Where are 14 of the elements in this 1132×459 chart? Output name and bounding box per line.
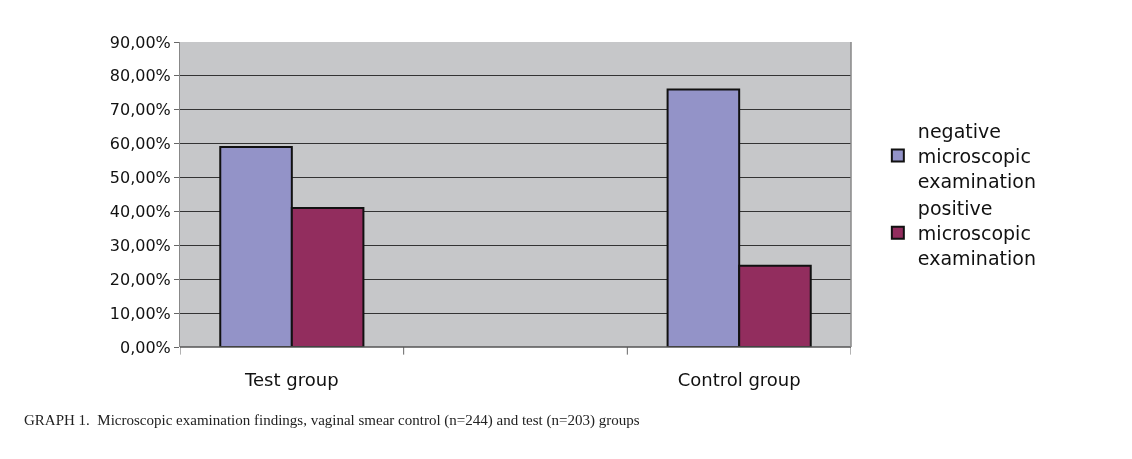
y-tick-label: 0,00% xyxy=(119,337,171,357)
caption: GRAPH 1. Microscopic examination findings, vaginal smear control (n=244) and test (n=203) groups xyxy=(24,412,640,429)
y-tick-label: 10,00% xyxy=(109,303,171,323)
y-tick-label: 80,00% xyxy=(109,66,171,86)
y-tick-label: 30,00% xyxy=(109,235,171,255)
legend-label: positive microscopic examination xyxy=(917,197,1036,269)
x-tick-label: Control group xyxy=(677,369,801,390)
x-tick-label: Test group xyxy=(244,369,339,390)
y-tick-label: 20,00% xyxy=(109,269,171,289)
y-tick-label: 40,00% xyxy=(109,202,171,222)
y-tick-label: 90,00% xyxy=(109,32,171,52)
y-tick-label: 50,00% xyxy=(109,168,171,188)
y-tick-label: 70,00% xyxy=(109,100,171,120)
y-tick-label: 60,00% xyxy=(109,134,171,154)
